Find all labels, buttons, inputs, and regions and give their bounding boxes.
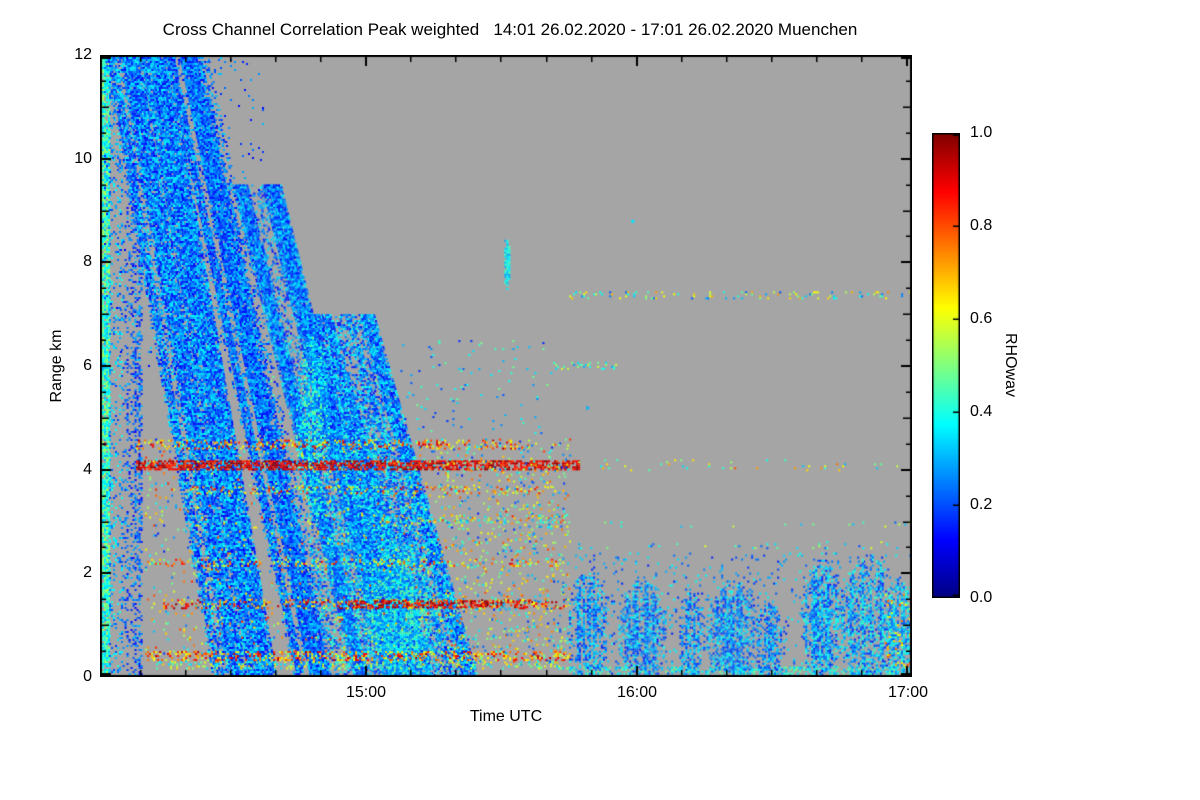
plot-area xyxy=(100,55,912,677)
x-tick-label: 15:00 xyxy=(345,684,387,701)
x-axis-label: Time UTC xyxy=(469,708,543,725)
colorbar-tick-label: 0.8 xyxy=(970,217,993,234)
chart-title: Cross Channel Correlation Peak weighted … xyxy=(162,20,858,39)
colorbar-tick-label: 0.6 xyxy=(970,310,993,327)
y-tick-label: 2 xyxy=(83,564,92,581)
y-tick-label: 0 xyxy=(83,668,92,685)
x-tick-label: 17:00 xyxy=(887,684,929,701)
y-tick-label: 12 xyxy=(74,46,92,63)
y-tick-label: 4 xyxy=(83,461,92,478)
colorbar-title: RHOwav xyxy=(1002,332,1019,398)
colorbar-canvas xyxy=(932,133,960,598)
y-tick-label: 6 xyxy=(83,357,92,374)
colorbar-tick-label: 1.0 xyxy=(970,124,993,141)
colorbar-tick-label: 0.2 xyxy=(970,496,993,513)
colorbar-tick-label: 0.4 xyxy=(970,403,993,420)
y-axis-label: Range km xyxy=(48,329,65,403)
colorbar-tick-label: 0.0 xyxy=(970,589,993,606)
heatmap-canvas xyxy=(100,55,912,677)
y-tick-label: 8 xyxy=(83,253,92,270)
y-tick-label: 10 xyxy=(74,150,92,167)
colorbar xyxy=(932,133,960,598)
x-tick-label: 16:00 xyxy=(616,684,658,701)
